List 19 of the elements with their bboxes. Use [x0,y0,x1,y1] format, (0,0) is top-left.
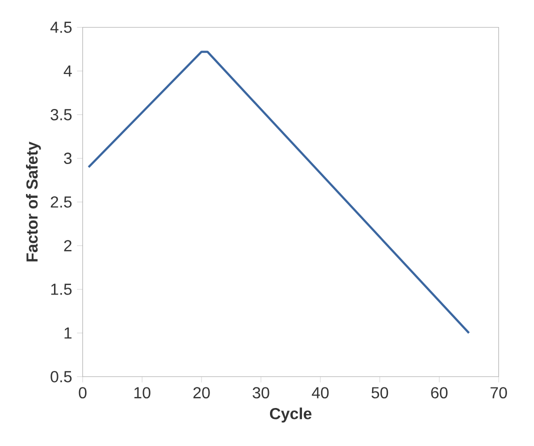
y-tick-label: 2 [64,240,72,252]
y-tick-label: 3.5 [50,109,72,120]
x-axis-title: Cycle [270,408,312,422]
x-tick-label: 0 [78,387,86,398]
x-tick-label: 30 [252,387,270,398]
x-tick-label: 20 [193,387,210,398]
y-axis-title: Factor of Safety [26,142,41,262]
y-tick-label: 1.5 [51,284,72,295]
x-tick-label: 50 [372,387,388,398]
y-tick-label: 0.5 [50,371,72,382]
x-tick-label: 60 [431,387,448,398]
y-tick-label: 4.5 [50,22,72,33]
x-tick-label: 70 [490,387,507,398]
y-tick-label: 2.5 [50,196,72,208]
y-tick-label: 3 [64,152,72,164]
y-tick-label: 1 [64,328,72,339]
x-tick-label: 10 [134,387,150,398]
x-tick-label: 40 [312,387,329,398]
y-tick-label: 4 [64,66,72,76]
